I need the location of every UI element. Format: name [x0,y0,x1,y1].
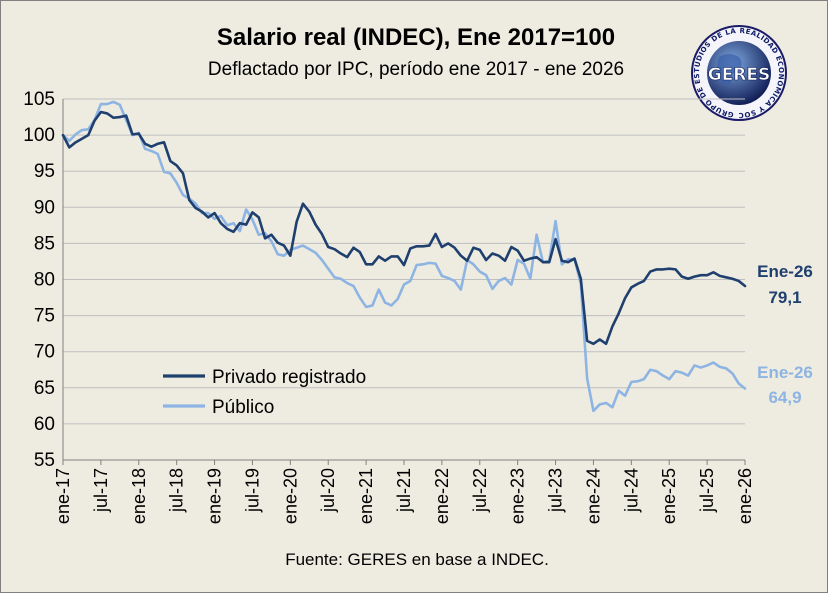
x-tick-label: jul-18 [167,468,187,513]
y-tick-label: 90 [34,197,55,218]
y-tick-label: 85 [34,233,55,254]
x-tick-label: jul-22 [470,468,490,513]
series-line-publico [61,100,747,413]
x-axis-ticks: ene-17 jul-17 ene-18 jul-18 ene-19 jul-19 ene-… [53,460,755,524]
globe-continent [717,54,742,86]
y-tick-label: 100 [23,125,55,146]
x-tick-label: ene-25 [659,468,679,524]
end-label-privado-month: Ene-26 [757,262,813,281]
end-label-publico-value: 64,9 [768,388,801,407]
x-tick-label: ene-18 [129,468,149,524]
end-label-publico-month: Ene-26 [757,363,813,382]
x-tick-label: ene-26 [735,468,755,524]
x-tick-label: jul-20 [318,468,338,513]
y-tick-label: 80 [34,270,55,291]
legend-label-privado: Privado registrado [212,367,366,388]
y-tick-label: 55 [34,450,55,471]
series-line-privado [61,110,747,346]
end-labels: Ene-26 79,1 Ene-26 64,9 [757,262,813,407]
legend-label-publico: Público [212,397,274,418]
x-tick-label: jul-21 [394,468,414,513]
chart-title: Salario real (INDEC), Ene 2017=100 [217,24,615,51]
x-tick-label: jul-23 [546,468,566,513]
chart-subtitle: Deflactado por IPC, período ene 2017 - e… [208,59,624,80]
x-tick-label: jul-17 [91,468,111,513]
x-tick-label: ene-20 [280,468,300,524]
x-tick-label: jul-25 [697,468,717,513]
y-tick-label: 95 [34,161,55,182]
x-tick-label: ene-22 [432,468,452,524]
x-tick-label: ene-24 [583,468,603,524]
y-tick-label: 60 [34,414,55,435]
logo-main-text: GERES [708,65,771,85]
x-tick-label: ene-23 [508,468,528,524]
y-tick-label: 105 [23,89,55,110]
chart-source: Fuente: GERES en base a INDEC. [285,550,549,569]
series-lines [61,100,747,413]
gridlines [63,98,745,425]
x-tick-label: ene-21 [356,468,376,524]
y-axis-ticks: 105 100 95 90 85 80 75 70 65 60 55 [23,89,55,471]
x-tick-label: ene-19 [205,468,225,524]
x-tick-label: ene-17 [53,468,73,524]
end-label-privado-value: 79,1 [768,288,801,307]
y-tick-label: 75 [34,306,55,327]
y-tick-label: 65 [34,378,55,399]
x-tick-label: jul-24 [621,468,641,513]
legend: Privado registrado Público [163,367,366,418]
y-tick-label: 70 [34,342,55,363]
x-tick-label: jul-19 [242,468,262,513]
